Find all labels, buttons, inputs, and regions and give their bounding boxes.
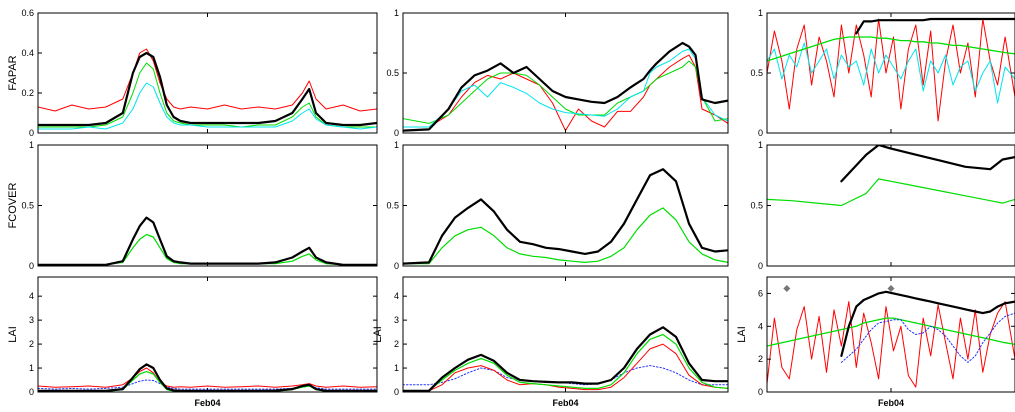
series-line-cyan [38, 82, 377, 130]
y-tick-label: 4 [29, 291, 34, 301]
panel-0-0: 0 0.2 0.4 0.6 FAPAR [7, 8, 378, 138]
y-tick-label: 2 [29, 339, 34, 349]
y-tick-label: 1 [394, 363, 399, 373]
panel-2-1: 0 1 2 3 4 LAI Feb04 [372, 276, 729, 408]
series-line-blue [38, 379, 377, 390]
series-group [403, 168, 728, 265]
y-tick-label: 0 [758, 387, 763, 397]
y-axis-label: LAI [7, 326, 19, 343]
y-tick-label: 0.5 [386, 68, 399, 78]
panel-1-1: 00.51 [386, 140, 729, 271]
y-tick-label: 0 [758, 128, 763, 138]
series-line-green [767, 36, 1015, 62]
axes-frame [402, 12, 729, 134]
y-tick-label: 0.4 [21, 48, 34, 58]
y-tick-label: 1 [29, 363, 34, 373]
series-group [403, 41, 728, 132]
y-tick-label: 0.5 [750, 201, 763, 211]
y-tick-label: 0 [394, 261, 399, 271]
y-tick-label: 0.5 [386, 201, 399, 211]
series-line-blue [840, 312, 1015, 363]
series-group [403, 326, 728, 392]
y-tick-label: 2 [758, 354, 763, 364]
x-axis-label: Feb04 [194, 398, 220, 408]
series-line-red [403, 54, 728, 132]
y-axis-label: FCOVER [7, 183, 19, 229]
y-tick-label: 1 [29, 140, 34, 150]
series-group [767, 145, 1015, 207]
series-group [767, 17, 1015, 122]
y-tick-label: 0 [29, 128, 34, 138]
axes-frame [766, 144, 1015, 267]
series-line-black [38, 363, 377, 392]
diamond-marker [783, 285, 791, 292]
y-tick-label: 0 [29, 261, 34, 271]
y-tick-label: 0.5 [750, 68, 763, 78]
series-line-green [403, 333, 728, 392]
series-line-black [840, 290, 1015, 357]
series-line-green [403, 60, 728, 124]
y-tick-label: 1 [394, 140, 399, 150]
y-tick-label: 0.2 [21, 88, 34, 98]
x-axis-label: Feb04 [878, 398, 904, 408]
y-axis-label: LAI [372, 326, 384, 343]
series-line-green [767, 317, 1015, 347]
panel-2-0: 0 1 2 3 4 LAI Feb04 [7, 276, 378, 408]
series-group [38, 48, 377, 130]
series-line-black [38, 216, 377, 266]
y-tick-label: 2 [394, 339, 399, 349]
series-line-green [767, 178, 1015, 207]
y-tick-label: 4 [394, 291, 399, 301]
panel-0-2: 00.51 [750, 8, 1015, 138]
y-tick-label: 1 [758, 140, 763, 150]
y-tick-label: 0 [394, 387, 399, 397]
x-axis-label: Feb04 [552, 398, 578, 408]
series-line-blue [403, 365, 728, 386]
y-tick-label: 1 [758, 8, 763, 18]
y-axis-label: FAPAR [7, 55, 19, 90]
series-line-red [403, 343, 728, 392]
y-tick-label: 0.6 [21, 8, 34, 18]
diamond-marker [887, 285, 895, 292]
series-group [767, 290, 1015, 388]
y-tick-label: 6 [758, 288, 763, 298]
axes-frame [37, 276, 378, 393]
y-tick-label: 1 [394, 8, 399, 18]
series-line-green [38, 233, 377, 266]
series-line-black [403, 41, 728, 132]
panel-1-2: 00.51 [750, 140, 1015, 271]
panel-0-1: 00.51 [386, 8, 729, 138]
series-line-black [403, 168, 728, 265]
series-line-cyan [403, 48, 728, 128]
panel-2-2: 0 2 4 6 LAI Feb04 [736, 276, 1015, 408]
series-line-black [855, 17, 1015, 35]
series-line-green [38, 62, 377, 128]
y-axis-label: LAI [736, 326, 748, 343]
series-line-red [38, 48, 377, 112]
series-line-black [403, 326, 728, 392]
y-tick-label: 3 [29, 315, 34, 325]
series-line-cyan [767, 42, 1015, 104]
axes-frame [37, 144, 378, 267]
series-line-black [840, 145, 1015, 183]
y-tick-label: 0.5 [21, 201, 34, 211]
axes-frame [37, 12, 378, 134]
series-group [38, 363, 377, 392]
y-tick-label: 0 [29, 387, 34, 397]
series-line-red [38, 367, 377, 388]
axes-frame [402, 144, 729, 267]
y-tick-label: 0 [394, 128, 399, 138]
series-line-green [403, 207, 728, 265]
series-line-black [38, 51, 377, 127]
y-tick-label: 3 [394, 315, 399, 325]
series-line-red [767, 18, 1015, 122]
series-group [38, 216, 377, 266]
panel-1-0: 0 0.5 1 FCOVER [7, 140, 378, 271]
y-tick-label: 0 [758, 261, 763, 271]
y-tick-label: 4 [758, 321, 763, 331]
series-line-red [767, 301, 1015, 388]
